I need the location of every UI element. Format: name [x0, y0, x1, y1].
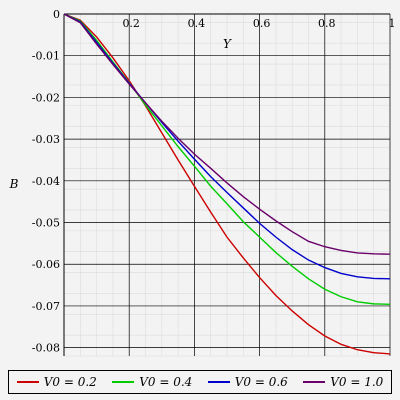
line-chart: 0.2 0.4 0.6 0.8 1 0 -0.01 -0.02 -0.03 -0.04 -0.05 -…	[9, 8, 396, 357]
y-tick-label: -0.03	[32, 133, 60, 146]
x-tick-label: 0.8	[318, 17, 336, 30]
legend-label: V0 = 0.2	[43, 375, 97, 389]
y-tick-label: -0.04	[32, 175, 60, 188]
y-tick-label: 0	[53, 8, 60, 21]
y-axis-title: B	[9, 177, 19, 191]
legend-item: V0 = 0.2	[16, 375, 97, 389]
x-axis-title: Y	[223, 37, 232, 51]
legend-label: V0 = 0.6	[234, 375, 288, 389]
axes	[63, 13, 390, 356]
y-tick-label: -0.06	[32, 258, 60, 271]
x-tick-label: 1	[389, 17, 396, 30]
legend-swatch	[112, 381, 135, 383]
legend-swatch	[303, 381, 326, 383]
grid-lines	[63, 13, 391, 357]
legend-label: V0 = 0.4	[139, 375, 193, 389]
series-line-4	[63, 13, 391, 255]
x-tick-label: 0.2	[122, 17, 140, 30]
tick-labels: 0.2 0.4 0.6 0.8 1 0 -0.01 -0.02 -0.03 -0.04 -0.05 -…	[32, 8, 396, 355]
legend-item: V0 = 0.6	[207, 375, 288, 389]
x-tick-label: 0.4	[188, 17, 206, 30]
y-tick-label: -0.01	[32, 50, 60, 63]
series-line-1	[63, 13, 391, 355]
legend: V0 = 0.2 V0 = 0.4 V0 = 0.6 V0 = 1.0	[8, 370, 392, 394]
legend-swatch	[16, 381, 39, 383]
legend-swatch	[207, 381, 230, 383]
x-tick-label: 0.6	[253, 17, 271, 30]
legend-label: V0 = 1.0	[330, 375, 384, 389]
series-lines	[63, 13, 391, 355]
y-tick-label: -0.02	[32, 91, 60, 104]
y-tick-label: -0.05	[32, 217, 60, 230]
y-tick-label: -0.07	[32, 300, 60, 313]
legend-item: V0 = 0.4	[112, 375, 192, 389]
legend-item: V0 = 1.0	[303, 375, 383, 389]
series-line-3	[63, 13, 391, 280]
y-tick-label: -0.08	[32, 342, 60, 355]
